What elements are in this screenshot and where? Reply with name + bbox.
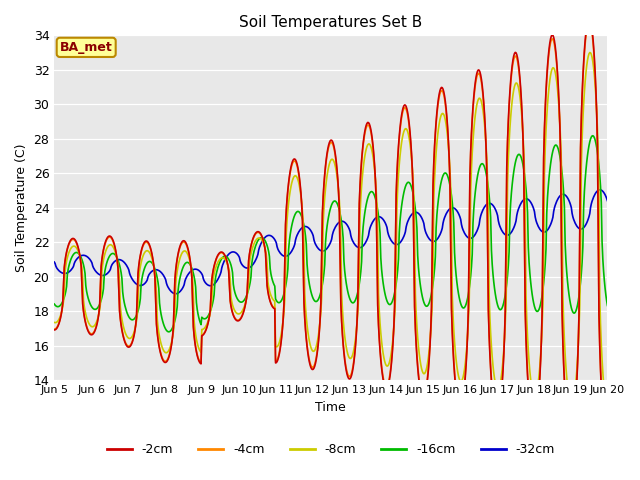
Y-axis label: Soil Temperature (C): Soil Temperature (C)	[15, 144, 28, 272]
Legend: -2cm, -4cm, -8cm, -16cm, -32cm: -2cm, -4cm, -8cm, -16cm, -32cm	[102, 438, 560, 461]
X-axis label: Time: Time	[316, 401, 346, 414]
Title: Soil Temperatures Set B: Soil Temperatures Set B	[239, 15, 422, 30]
Text: BA_met: BA_met	[60, 41, 113, 54]
